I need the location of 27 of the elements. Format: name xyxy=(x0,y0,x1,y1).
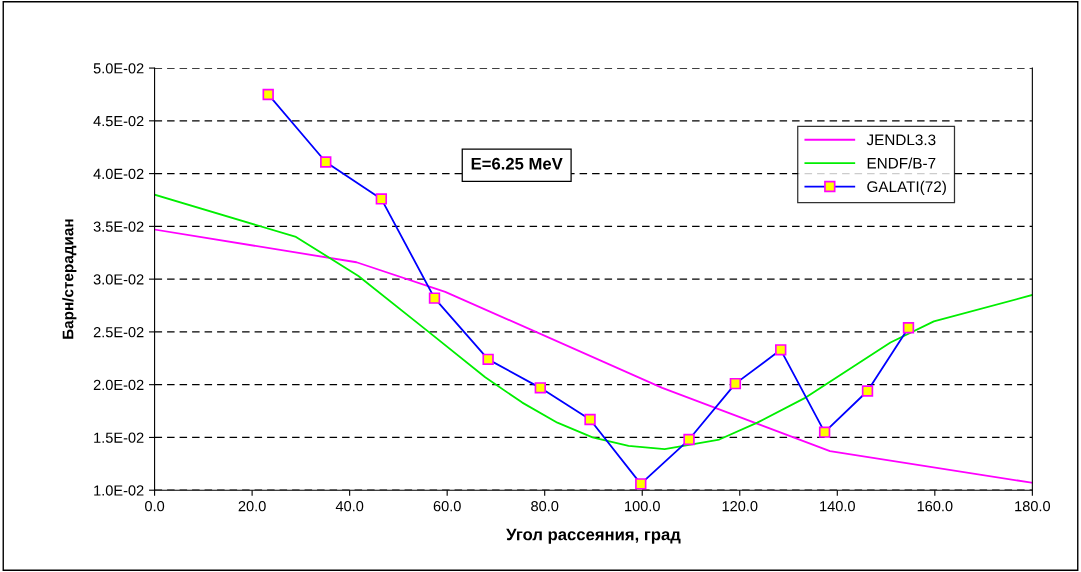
y-tick-label: 3.0E-02 xyxy=(93,274,144,285)
x-tick-label: 0.0 xyxy=(145,501,165,512)
x-tick-label: 80.0 xyxy=(531,501,559,512)
x-tick-label: 100.0 xyxy=(625,501,660,512)
x-tick-label: 20.0 xyxy=(238,501,266,512)
legend-label: GALATI(72) xyxy=(867,180,946,196)
y-tick-label: 1.5E-02 xyxy=(94,432,144,443)
y-tick-label: 4.5E-02 xyxy=(93,115,144,127)
line-series xyxy=(154,193,1033,450)
x-axis-title: Угол рассеяния, град xyxy=(506,528,681,544)
y-tick-label: 2.0E-02 xyxy=(93,379,144,391)
y-tick-label: 5.0E-02 xyxy=(93,63,144,74)
x-tick-label: 160.0 xyxy=(917,501,953,512)
y-axis-title: Барн/стерадиан xyxy=(62,219,77,339)
y-tick-label: 3.5E-02 xyxy=(93,221,144,232)
y-tick-label: 4.0E-02 xyxy=(93,168,144,180)
x-tick-label: 40.0 xyxy=(335,501,364,512)
line-series xyxy=(154,228,1033,484)
x-tick-label: 180.0 xyxy=(1015,501,1051,512)
x-tick-label: 60.0 xyxy=(433,501,461,512)
legend-label: ENDF/B-7 xyxy=(867,157,936,169)
annotation: E=6.25 MeV xyxy=(471,157,563,170)
x-tick-label: 120.0 xyxy=(722,501,758,512)
y-tick-label: 2.5E-02 xyxy=(93,327,144,338)
legend-label: JENDL3.3 xyxy=(866,134,936,146)
x-tick-label: 140.0 xyxy=(820,501,855,512)
y-tick-label: 1.0E-02 xyxy=(94,485,144,496)
